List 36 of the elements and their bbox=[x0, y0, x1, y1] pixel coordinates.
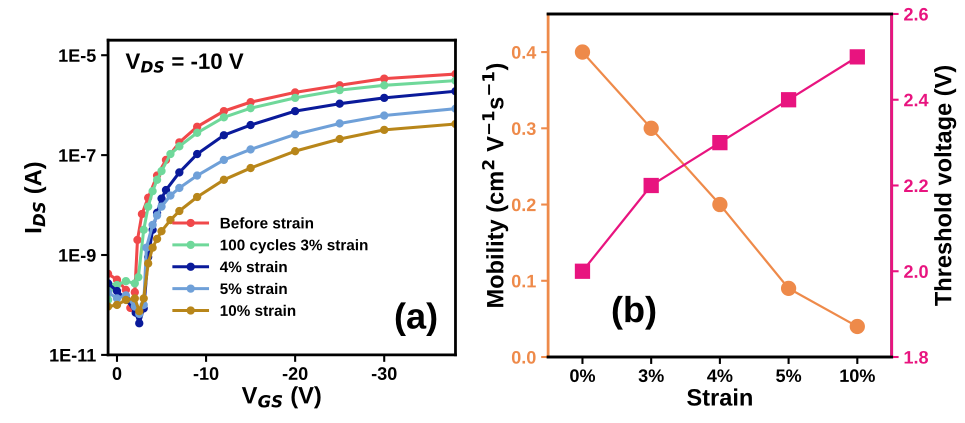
y-tick-label: 0.4 bbox=[512, 46, 536, 59]
annotation: (a) bbox=[396, 302, 436, 336]
x-tick-label: 10% bbox=[840, 369, 875, 382]
x-tick-label: 3% bbox=[638, 369, 664, 382]
y2-tick-label: 2.0 bbox=[904, 265, 928, 278]
x-tick-label: -20 bbox=[282, 367, 308, 380]
y-tick-label: 0.3 bbox=[512, 122, 536, 136]
x-tick-label: -10 bbox=[194, 367, 218, 380]
legend-label: 5% strain bbox=[220, 282, 287, 294]
y2-axis-title: Threshold voltage (V) bbox=[934, 66, 956, 306]
annotation: V$_{DS}$ = -10 V bbox=[126, 53, 244, 73]
y2-tick-label: 2.4 bbox=[904, 94, 928, 106]
y-tick-label: 1E-9 bbox=[59, 248, 96, 262]
x-tick-label: 5% bbox=[776, 369, 802, 382]
x-tick-label: -30 bbox=[372, 367, 397, 380]
y-tick-label: 0.0 bbox=[512, 350, 536, 364]
legend-label: 4% strain bbox=[220, 261, 287, 272]
y-tick-label: 1E-7 bbox=[59, 149, 96, 162]
y-tick-label: 1E-5 bbox=[59, 49, 96, 62]
y-tick-label: 0.2 bbox=[512, 198, 536, 212]
y2-tick-label: 2.2 bbox=[904, 179, 928, 192]
y2-tick-label: 2.6 bbox=[904, 8, 928, 21]
x-axis-title: Strain bbox=[687, 388, 752, 406]
legend-label: 10% strain bbox=[220, 304, 296, 316]
annotation: (b) bbox=[612, 296, 656, 330]
x-tick-label: 0 bbox=[112, 367, 122, 380]
y-axis-title: Mobility (cm$^{2}$ V$^{−1}$s$^{−1}$) bbox=[482, 64, 508, 307]
y-tick-label: 1E-11 bbox=[50, 349, 96, 362]
y-axis-title: I$_{DS}$ (A) bbox=[24, 162, 46, 232]
legend-label: 100 cycles 3% strain bbox=[220, 239, 368, 254]
x-tick-label: 0% bbox=[570, 369, 596, 382]
y2-tick-label: 1.8 bbox=[904, 350, 928, 364]
y-tick-label: 0.1 bbox=[512, 274, 536, 288]
x-axis-title: V$_{GS}$ (V) bbox=[242, 386, 321, 408]
legend-label: Before strain bbox=[220, 217, 314, 228]
x-tick-label: 4% bbox=[707, 369, 732, 382]
